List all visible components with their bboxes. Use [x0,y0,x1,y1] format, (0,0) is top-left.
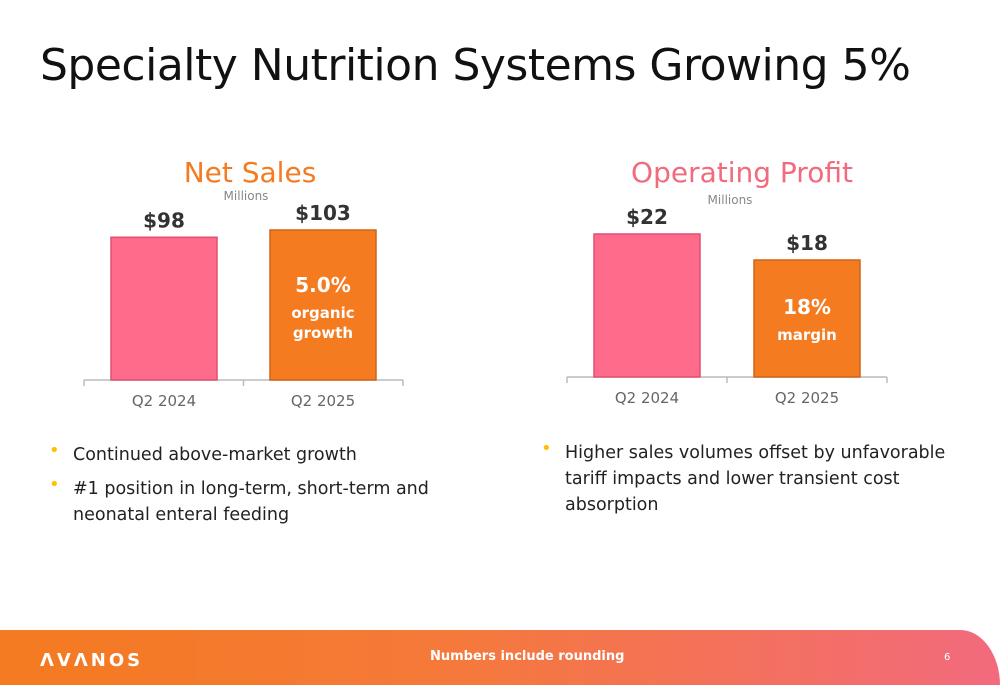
bullet-item: • #1 position in long-term, short-term an… [45,474,485,528]
category-tick-label: Q2 2024 [132,392,196,410]
operating-profit-chart: Operating Profit Millions $22 Q2 2024 $18 Q2 … [566,156,888,407]
bullet-item: • Higher sales volumes offset by unfavora… [537,438,967,518]
chart-subtitle: Millions [708,193,753,207]
bar-annotation: 5.0% [295,273,350,297]
chart-title: Operating Profit [631,156,853,189]
bullet-text: Higher sales volumes offset by unfavorab… [565,443,946,515]
bar-q2-2024 [593,233,701,378]
footer-bar: ΛVΛNOS Numbers include rounding 6 [0,630,1000,685]
bar-annotation: margin [777,326,837,344]
bar-value-label: $103 [295,201,351,225]
category-tick-label: Q2 2025 [291,392,355,410]
bullet-dot-icon: • [49,474,60,495]
bullet-dot-icon: • [49,440,60,461]
chart-subtitle: Millions [224,189,269,203]
avanos-logo: ΛVΛNOS [40,650,144,671]
bullet-text: #1 position in long-term, short-term and… [73,479,429,525]
operating-profit-bullets: • Higher sales volumes offset by unfavora… [537,438,967,526]
bar-value-label: $98 [143,208,185,232]
bar-annotation: growth [293,324,353,342]
bar-q2-2024 [110,236,218,381]
footer-note: Numbers include rounding [430,649,625,664]
page-title: Specialty Nutrition Systems Growing 5% [40,40,911,91]
net-sales-bullets: • Continued above-market growth • #1 positi… [45,440,485,536]
bullet-item: • Continued above-market growth [45,440,485,468]
chart-title: Net Sales [184,156,317,189]
page-number: 6 [944,652,951,663]
category-tick-label: Q2 2025 [775,389,839,407]
bar-q2-2025 [753,259,861,378]
bar-q2-2025 [269,229,377,381]
bar-value-label: $22 [626,205,668,229]
category-tick-label: Q2 2024 [615,389,679,407]
bar-annotation: organic [291,304,354,322]
bar-value-label: $18 [786,231,828,255]
bullet-text: Continued above-market growth [73,445,357,465]
bullet-dot-icon: • [541,438,552,459]
bar-annotation: 18% [783,295,831,319]
